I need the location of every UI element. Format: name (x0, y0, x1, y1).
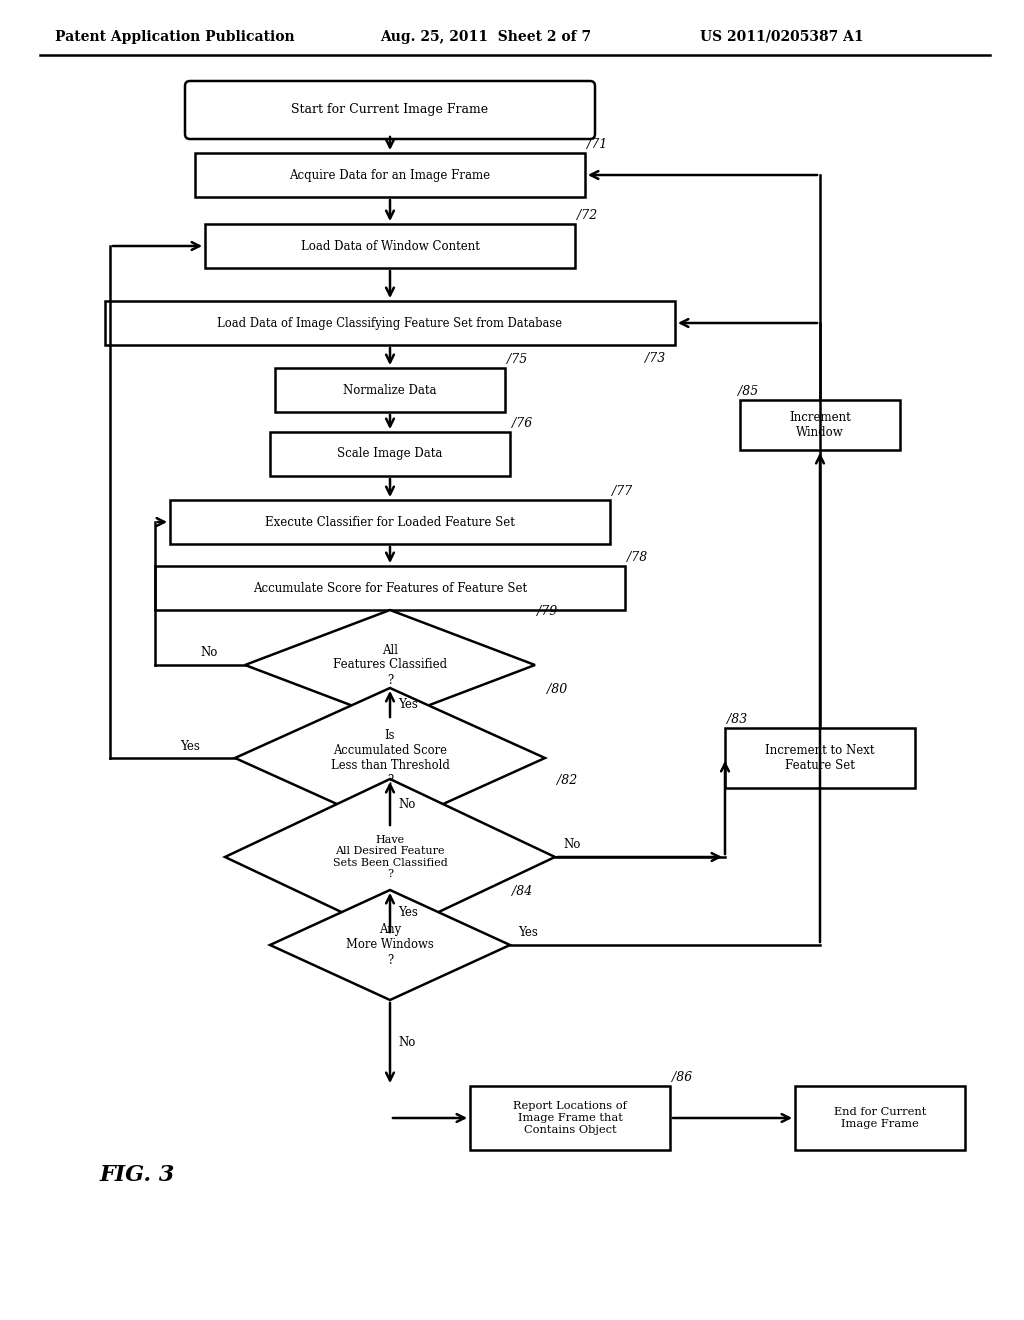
Text: /77: /77 (612, 484, 632, 498)
Text: Accumulate Score for Features of Feature Set: Accumulate Score for Features of Feature… (253, 582, 527, 594)
Text: End for Current
Image Frame: End for Current Image Frame (834, 1107, 926, 1129)
Text: Increment to Next
Feature Set: Increment to Next Feature Set (765, 744, 874, 772)
Polygon shape (245, 610, 535, 719)
Text: US 2011/0205387 A1: US 2011/0205387 A1 (700, 30, 863, 44)
FancyBboxPatch shape (185, 81, 595, 139)
Text: /86: /86 (672, 1071, 692, 1084)
Text: Start for Current Image Frame: Start for Current Image Frame (292, 103, 488, 116)
Text: /84: /84 (512, 884, 532, 898)
Text: Yes: Yes (180, 739, 200, 752)
Text: Acquire Data for an Image Frame: Acquire Data for an Image Frame (290, 169, 490, 181)
Polygon shape (234, 688, 545, 828)
Bar (195, 153, 585, 197)
Text: No: No (563, 838, 581, 851)
Text: /83: /83 (727, 713, 748, 726)
Text: Yes: Yes (398, 697, 418, 710)
Text: Scale Image Data: Scale Image Data (337, 447, 442, 461)
Text: /78: /78 (627, 550, 647, 564)
Bar (270, 432, 510, 477)
Bar (275, 368, 505, 412)
Text: Load Data of Image Classifying Feature Set from Database: Load Data of Image Classifying Feature S… (217, 317, 562, 330)
Text: FIG. 3: FIG. 3 (100, 1164, 175, 1185)
Text: /71: /71 (587, 139, 607, 150)
Polygon shape (225, 779, 555, 935)
Text: All
Features Classified
?: All Features Classified ? (333, 644, 447, 686)
Text: Aug. 25, 2011  Sheet 2 of 7: Aug. 25, 2011 Sheet 2 of 7 (380, 30, 591, 44)
Bar (740, 400, 900, 450)
Bar (105, 301, 675, 345)
Text: Patent Application Publication: Patent Application Publication (55, 30, 295, 44)
Bar (725, 729, 915, 788)
Text: /73: /73 (645, 352, 666, 366)
Bar (205, 224, 575, 268)
Text: Execute Classifier for Loaded Feature Set: Execute Classifier for Loaded Feature Se… (265, 516, 515, 528)
Bar (470, 1086, 670, 1150)
Text: Is
Accumulated Score
Less than Threshold
?: Is Accumulated Score Less than Threshold… (331, 729, 450, 787)
Bar (795, 1086, 965, 1150)
Text: Yes: Yes (398, 907, 418, 920)
Text: Load Data of Window Content: Load Data of Window Content (301, 239, 479, 252)
Text: No: No (398, 797, 416, 810)
Text: Increment
Window: Increment Window (790, 411, 851, 440)
Text: Report Locations of
Image Frame that
Contains Object: Report Locations of Image Frame that Con… (513, 1101, 627, 1135)
Bar (170, 500, 610, 544)
Text: /80: /80 (547, 682, 567, 696)
Text: /75: /75 (507, 352, 527, 366)
Text: Have
All Desired Feature
Sets Been Classified
?: Have All Desired Feature Sets Been Class… (333, 834, 447, 879)
Text: /79: /79 (537, 605, 557, 618)
Text: Yes: Yes (518, 927, 538, 940)
Text: Any
More Windows
?: Any More Windows ? (346, 924, 434, 966)
Text: No: No (398, 1036, 416, 1049)
Text: /82: /82 (557, 774, 578, 787)
Text: Normalize Data: Normalize Data (343, 384, 437, 396)
Bar (155, 566, 625, 610)
Text: /85: /85 (738, 385, 758, 399)
Text: No: No (200, 647, 217, 660)
Text: /72: /72 (577, 209, 597, 222)
Polygon shape (270, 890, 510, 1001)
Text: /76: /76 (512, 417, 532, 430)
